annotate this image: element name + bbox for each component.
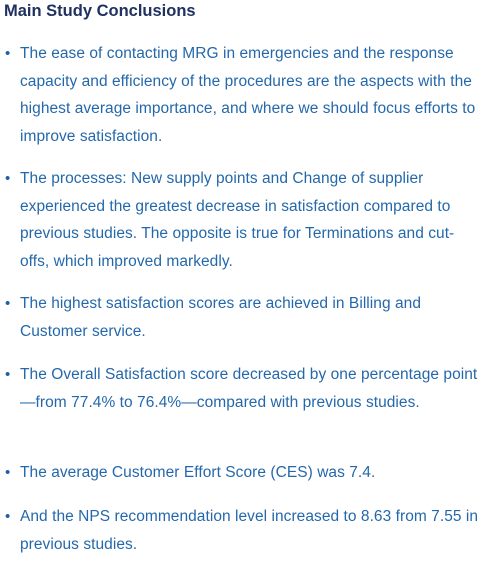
bullet-icon: • (5, 464, 11, 481)
bullet-icon: • (5, 295, 11, 312)
conclusion-text: The processes: New supply points and Cha… (20, 170, 455, 270)
conclusion-text: And the NPS recommendation level increas… (20, 508, 479, 553)
conclusion-text: The highest satisfaction scores are achi… (20, 295, 422, 340)
bullet-icon: • (5, 170, 11, 187)
conclusion-text: The ease of contacting MRG in emergencie… (20, 45, 476, 145)
bullet-icon: • (5, 508, 11, 525)
bullet-icon: • (5, 366, 11, 383)
conclusion-text: The average Customer Effort Score (CES) … (20, 464, 376, 481)
conclusion-text: The Overall Satisfaction score decreased… (20, 366, 478, 411)
page-title: Main Study Conclusions (4, 2, 196, 20)
bullet-icon: • (5, 45, 11, 62)
